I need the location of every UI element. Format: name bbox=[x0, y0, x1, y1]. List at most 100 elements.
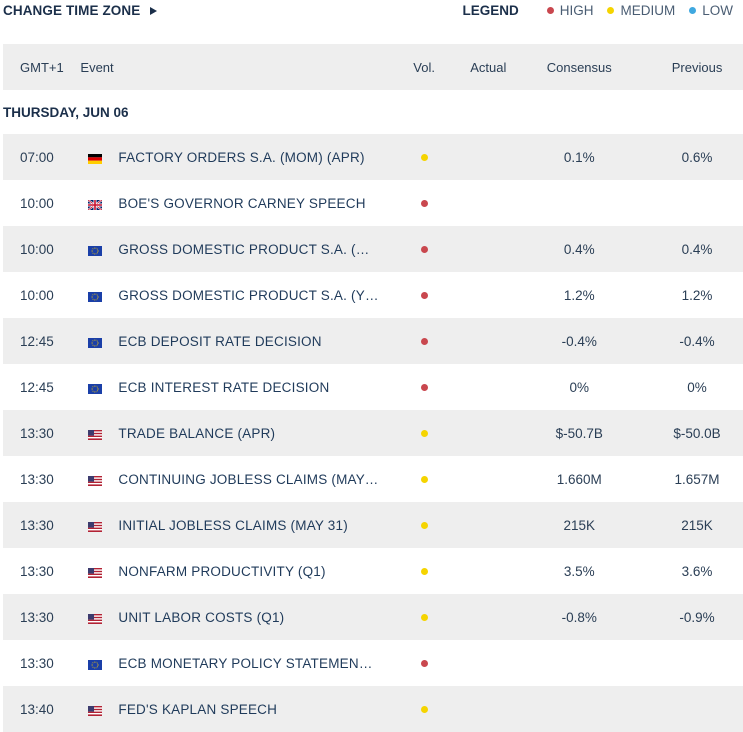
volatility-cell bbox=[379, 705, 469, 713]
medium-volatility-dot-icon bbox=[420, 613, 428, 621]
event-name[interactable]: CONTINUING JOBLESS CLAIMS (MAY 24) bbox=[118, 471, 380, 487]
previous-value: 0.6% bbox=[681, 149, 713, 165]
high-volatility-dot-icon bbox=[420, 245, 428, 253]
previous-value: $-50.0B bbox=[673, 425, 721, 441]
volatility-cell bbox=[379, 337, 469, 345]
volatility-cell bbox=[379, 475, 469, 483]
event-cell[interactable]: GROSS DOMESTIC PRODUCT S.A. (YOY) (... bbox=[78, 288, 379, 303]
table-row[interactable]: 10:00 BOE'S GOVERNOR CARNEY SPEECH bbox=[3, 180, 743, 226]
header-consensus: Consensus bbox=[546, 59, 612, 75]
previous-value: -0.9% bbox=[679, 609, 715, 625]
event-cell[interactable]: ECB DEPOSIT RATE DECISION bbox=[78, 334, 379, 349]
event-cell[interactable]: FED'S KAPLAN SPEECH bbox=[78, 702, 379, 717]
volatility-cell bbox=[379, 521, 469, 529]
previous-value: 1.657M bbox=[674, 471, 720, 487]
header-previous: Previous bbox=[671, 59, 723, 75]
previous-value: -0.4% bbox=[679, 333, 715, 349]
legend-medium-label: MEDIUM bbox=[620, 3, 676, 18]
table-row[interactable]: 07:00 FACTORY ORDERS S.A. (MOM) (APR) 0.1%… bbox=[3, 134, 743, 180]
event-cell[interactable]: FACTORY ORDERS S.A. (MOM) (APR) bbox=[78, 150, 379, 165]
header-actual: Actual bbox=[470, 59, 507, 75]
event-name[interactable]: INITIAL JOBLESS CLAIMS (MAY 31) bbox=[118, 517, 348, 533]
event-name[interactable]: BOE'S GOVERNOR CARNEY SPEECH bbox=[118, 195, 366, 211]
change-time-zone-button[interactable]: CHANGE TIME ZONE bbox=[3, 3, 158, 18]
event-cell[interactable]: TRADE BALANCE (APR) bbox=[78, 426, 379, 441]
economic-calendar-table: GMT+1 Event Vol. Actual Consensus Previo… bbox=[3, 44, 743, 732]
event-cell[interactable]: CONTINUING JOBLESS CLAIMS (MAY 24) bbox=[78, 472, 379, 487]
us-flag-icon bbox=[88, 704, 103, 716]
event-name[interactable]: NONFARM PRODUCTIVITY (Q1) bbox=[118, 563, 326, 579]
table-row[interactable]: 13:30 TRADE BALANCE (APR) $-50.7B $-50.0B bbox=[3, 410, 743, 456]
eu-flag-icon bbox=[88, 244, 103, 256]
table-row[interactable]: 10:00 GROSS DOMESTIC PRODUCT S.A. (QOQ) (… bbox=[3, 226, 743, 272]
event-time: 10:00 bbox=[20, 241, 54, 257]
table-row[interactable]: 13:30 UNIT LABOR COSTS (Q1) -0.8% -0.9% bbox=[3, 594, 743, 640]
us-flag-icon bbox=[88, 474, 103, 486]
high-volatility-dot-icon bbox=[420, 383, 428, 391]
legend: LEGEND HIGH MEDIUM LOW bbox=[462, 3, 733, 18]
previous-value: 215K bbox=[681, 517, 713, 533]
event-name[interactable]: ECB DEPOSIT RATE DECISION bbox=[118, 333, 322, 349]
event-name[interactable]: ECB INTEREST RATE DECISION bbox=[118, 379, 330, 395]
event-name[interactable]: TRADE BALANCE (APR) bbox=[118, 425, 276, 441]
high-volatility-dot-icon bbox=[420, 199, 428, 207]
consensus-value: 0.4% bbox=[563, 241, 595, 257]
event-name[interactable]: GROSS DOMESTIC PRODUCT S.A. (QOQ) (... bbox=[118, 241, 379, 257]
table-row[interactable]: 13:40 FED'S KAPLAN SPEECH bbox=[3, 686, 743, 732]
previous-value: 0% bbox=[687, 379, 707, 395]
medium-volatility-dot-icon bbox=[420, 521, 428, 529]
event-cell[interactable]: ECB INTEREST RATE DECISION bbox=[78, 380, 379, 395]
table-row[interactable]: 12:45 ECB DEPOSIT RATE DECISION -0.4% -0.4% bbox=[3, 318, 743, 364]
eu-flag-icon bbox=[88, 336, 103, 348]
consensus-value: -0.4% bbox=[561, 333, 597, 349]
high-dot-icon bbox=[546, 7, 554, 14]
header-time: GMT+1 bbox=[20, 59, 64, 75]
event-time: 12:45 bbox=[20, 333, 54, 349]
medium-volatility-dot-icon bbox=[420, 567, 428, 575]
event-name[interactable]: ECB MONETARY POLICY STATEMENT AND... bbox=[118, 655, 380, 671]
table-row[interactable]: 13:30 CONTINUING JOBLESS CLAIMS (MAY 24) 1… bbox=[3, 456, 743, 502]
low-dot-icon bbox=[689, 7, 697, 14]
consensus-value: 0% bbox=[569, 379, 589, 395]
previous-value: 0.4% bbox=[681, 241, 713, 257]
table-row[interactable]: 13:30 INITIAL JOBLESS CLAIMS (MAY 31) 215K… bbox=[3, 502, 743, 548]
event-time: 10:00 bbox=[20, 195, 54, 211]
medium-volatility-dot-icon bbox=[420, 429, 428, 437]
event-time: 12:45 bbox=[20, 379, 54, 395]
event-name[interactable]: FED'S KAPLAN SPEECH bbox=[118, 701, 278, 717]
event-name[interactable]: GROSS DOMESTIC PRODUCT S.A. (YOY) (... bbox=[118, 287, 379, 303]
consensus-value: 0.1% bbox=[563, 149, 595, 165]
us-flag-icon bbox=[88, 520, 103, 532]
consensus-value: 1.2% bbox=[563, 287, 595, 303]
us-flag-icon bbox=[88, 612, 103, 624]
event-cell[interactable]: GROSS DOMESTIC PRODUCT S.A. (QOQ) (... bbox=[78, 242, 379, 257]
event-rows: 07:00 FACTORY ORDERS S.A. (MOM) (APR) 0.1%… bbox=[3, 134, 743, 732]
toolbar: CHANGE TIME ZONE LEGEND HIGH MEDIUM LOW bbox=[0, 0, 743, 44]
us-flag-icon bbox=[88, 428, 103, 440]
volatility-cell bbox=[379, 659, 469, 667]
previous-value: 1.2% bbox=[681, 287, 713, 303]
high-volatility-dot-icon bbox=[420, 659, 428, 667]
event-cell[interactable]: UNIT LABOR COSTS (Q1) bbox=[78, 610, 379, 625]
volatility-cell bbox=[379, 153, 469, 161]
event-time: 07:00 bbox=[20, 149, 54, 165]
table-row[interactable]: 13:30 NONFARM PRODUCTIVITY (Q1) 3.5% 3.6% bbox=[3, 548, 743, 594]
eu-flag-icon bbox=[88, 658, 103, 670]
event-cell[interactable]: INITIAL JOBLESS CLAIMS (MAY 31) bbox=[78, 518, 379, 533]
medium-volatility-dot-icon bbox=[420, 475, 428, 483]
legend-item-low: LOW bbox=[689, 3, 733, 18]
table-row[interactable]: 10:00 GROSS DOMESTIC PRODUCT S.A. (YOY) (… bbox=[3, 272, 743, 318]
table-row[interactable]: 13:30 ECB MONETARY POLICY STATEMENT AND..… bbox=[3, 640, 743, 686]
event-name[interactable]: FACTORY ORDERS S.A. (MOM) (APR) bbox=[118, 149, 365, 165]
previous-value: 3.6% bbox=[681, 563, 713, 579]
legend-title: LEGEND bbox=[462, 3, 519, 18]
medium-volatility-dot-icon bbox=[420, 705, 428, 713]
event-cell[interactable]: ECB MONETARY POLICY STATEMENT AND... bbox=[78, 656, 379, 671]
event-cell[interactable]: NONFARM PRODUCTIVITY (Q1) bbox=[78, 564, 379, 579]
table-row[interactable]: 12:45 ECB INTEREST RATE DECISION 0% 0% bbox=[3, 364, 743, 410]
event-cell[interactable]: BOE'S GOVERNOR CARNEY SPEECH bbox=[78, 196, 379, 211]
event-name[interactable]: UNIT LABOR COSTS (Q1) bbox=[118, 609, 285, 625]
consensus-value: -0.8% bbox=[561, 609, 597, 625]
header-event: Event bbox=[80, 59, 114, 75]
play-arrow-icon bbox=[150, 6, 158, 15]
